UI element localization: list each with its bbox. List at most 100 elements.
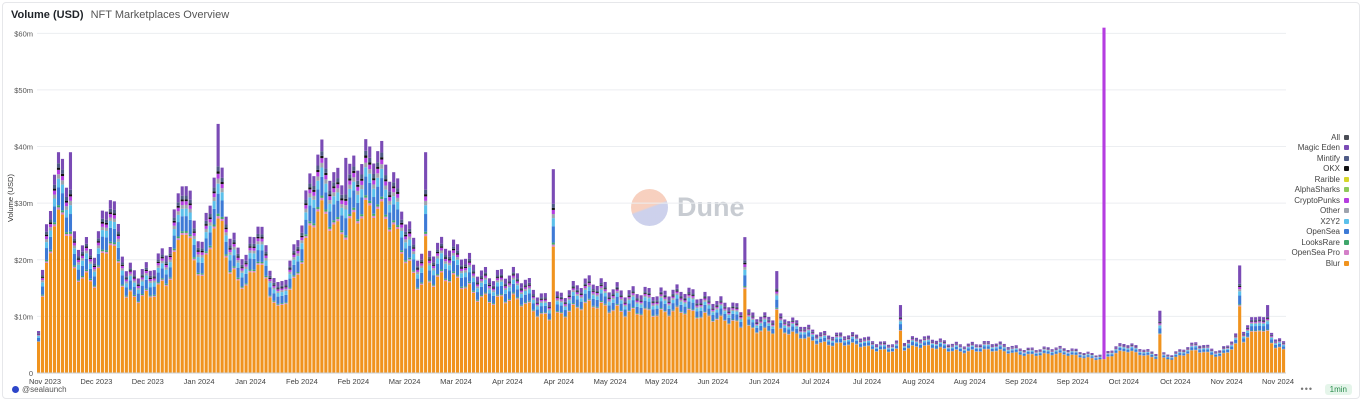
bar-segment (679, 312, 683, 373)
bar-segment (499, 294, 503, 296)
legend-item[interactable]: OKX (1249, 164, 1349, 175)
bar-segment (152, 270, 156, 276)
bar-segment (184, 232, 188, 235)
legend-item[interactable]: OpenSea (1249, 227, 1349, 238)
bar-segment (1234, 339, 1238, 343)
bar-segment (619, 310, 623, 312)
bar-segment (627, 310, 631, 312)
bar-segment (1134, 347, 1138, 349)
legend-item[interactable]: Other (1249, 206, 1349, 217)
bar-segment (791, 324, 795, 327)
bar-segment (232, 239, 236, 243)
bar-segment (1126, 352, 1130, 373)
bar-segment (1250, 326, 1254, 331)
bar-segment (372, 197, 376, 214)
bar-segment (755, 319, 759, 322)
legend-label: LooksRare (1301, 237, 1340, 247)
bar-segment (1074, 351, 1078, 353)
more-options-button[interactable]: ••• (1300, 384, 1313, 394)
bar-segment (803, 334, 807, 338)
bar-segment (926, 345, 930, 373)
bar-segment (986, 343, 990, 345)
legend-item[interactable]: All (1249, 132, 1349, 143)
bar-segment (547, 309, 551, 311)
bar-segment (507, 291, 511, 299)
bar-segment (643, 295, 647, 298)
bar-segment (1198, 348, 1202, 351)
bar-segment (40, 269, 45, 276)
bar-segment (555, 312, 559, 373)
bar-segment (1174, 354, 1178, 357)
legend-item[interactable]: Mintify (1249, 153, 1349, 164)
bar-segment (874, 347, 879, 349)
bar-segment (1266, 321, 1270, 325)
legend-item[interactable]: Blur (1249, 258, 1349, 269)
bar-segment (910, 336, 915, 338)
bar-segment (543, 301, 547, 303)
bar-segment (595, 307, 599, 309)
bar-segment (1038, 349, 1042, 351)
bar-segment (352, 209, 356, 213)
bar-segment (751, 327, 755, 329)
bar-segment (847, 338, 851, 340)
bar-segment (188, 219, 192, 235)
legend-label: AlphaSharks (1294, 185, 1340, 195)
bar-segment (867, 340, 871, 342)
legend-item[interactable]: Rarible (1249, 174, 1349, 185)
legend-item[interactable]: CryptoPunks (1249, 195, 1349, 206)
bar-segment (400, 211, 404, 220)
bar-segment (1186, 353, 1190, 373)
bar-segment (1122, 344, 1126, 346)
footer-author[interactable]: @sealaunch (12, 385, 67, 394)
bar-segment (851, 336, 855, 338)
bar-segment (128, 280, 132, 290)
refresh-badge[interactable]: 1min (1324, 384, 1352, 395)
bar-segment (1146, 349, 1150, 351)
bar-segment (902, 350, 907, 373)
bar-segment (639, 301, 643, 304)
bar-segment (392, 182, 396, 187)
bar-segment (719, 305, 723, 309)
bar-segment (511, 293, 515, 295)
bar-segment (216, 218, 220, 373)
bar-segment (902, 347, 907, 351)
bar-segment (571, 304, 575, 373)
bar-segment (994, 348, 998, 351)
bar-segment (320, 151, 324, 156)
bar-segment (1010, 350, 1014, 353)
bar-segment (344, 218, 348, 236)
bar-segment (890, 351, 895, 373)
bar-segment (368, 203, 372, 206)
legend-item[interactable]: Magic Eden (1249, 143, 1349, 154)
bar-segment (859, 347, 863, 373)
legend-item[interactable]: LooksRare (1249, 237, 1349, 248)
bar-segment (1082, 355, 1086, 357)
bar-segment (603, 289, 607, 292)
bar-segment (675, 284, 679, 289)
bar-segment (942, 345, 946, 349)
bar-segment (815, 334, 819, 337)
legend-item[interactable]: OpenSea Pro (1249, 248, 1349, 259)
bar-segment (448, 250, 452, 257)
bar-segment (894, 343, 899, 344)
bar-segment (515, 299, 519, 373)
bar-segment (531, 303, 535, 310)
bar-segment (424, 236, 428, 373)
bar-segment (316, 180, 320, 190)
bar-segment (559, 302, 563, 306)
bar-segment (803, 330, 807, 332)
bar-segment (675, 288, 679, 291)
bar-segment (463, 264, 468, 267)
bar-segment (687, 296, 691, 298)
bar-segment (1226, 345, 1230, 347)
bar-segment (1058, 347, 1062, 348)
bar-segment (707, 314, 711, 316)
bar-segment (1134, 347, 1138, 348)
bar-segment (300, 240, 304, 244)
legend-item[interactable]: X2Y2 (1249, 216, 1349, 227)
legend-item[interactable]: AlphaSharks (1249, 185, 1349, 196)
bar-segment (791, 330, 795, 332)
bar-segment (1274, 348, 1278, 373)
bar-segment (380, 157, 384, 160)
bar-segment (204, 254, 208, 373)
